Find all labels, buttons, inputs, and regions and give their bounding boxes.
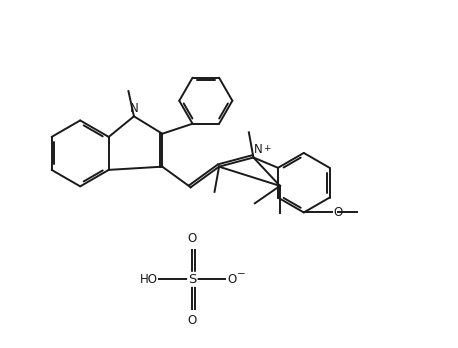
Text: −: − (237, 269, 246, 279)
Text: O: O (333, 206, 343, 219)
Text: O: O (188, 232, 197, 245)
Text: HO: HO (140, 273, 158, 286)
Text: O: O (227, 273, 236, 286)
Text: O: O (188, 314, 197, 327)
Text: S: S (188, 273, 196, 286)
Text: N: N (254, 143, 263, 156)
Text: N: N (130, 102, 138, 116)
Text: +: + (263, 144, 271, 153)
